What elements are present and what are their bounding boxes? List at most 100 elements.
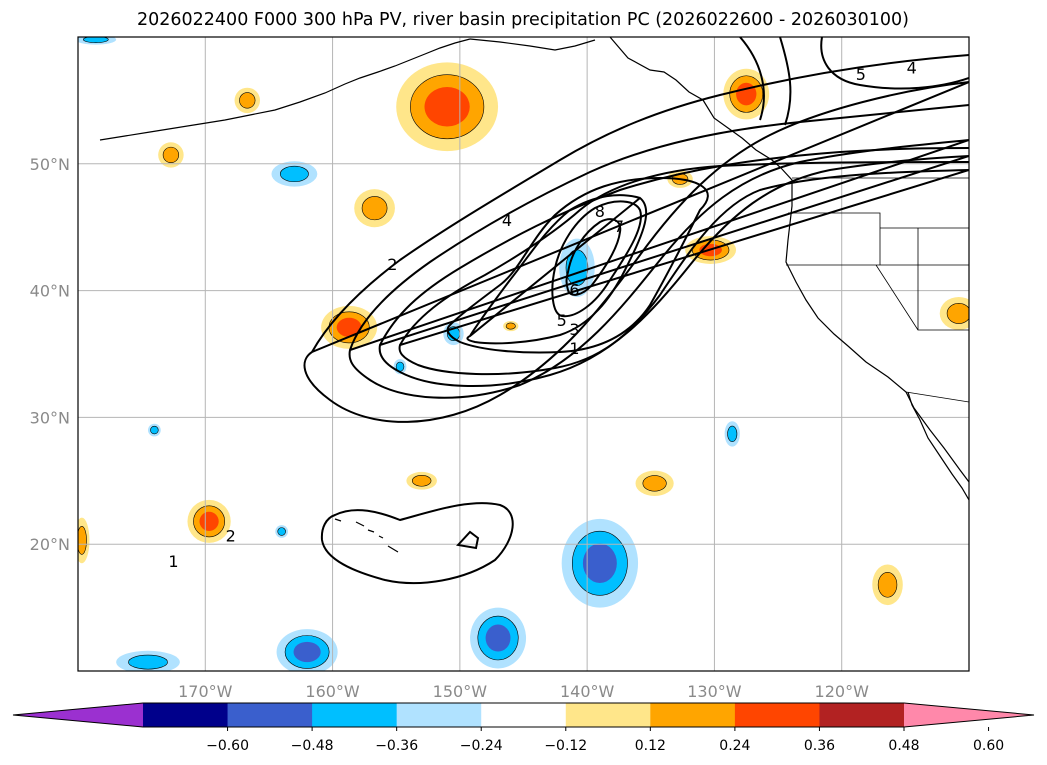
precip-pc-patch (234, 87, 261, 114)
longitude-tick-labels: 170°W 160°W 150°W 140°W 130°W 120°W (178, 682, 869, 701)
pv-contour-label: 4 (907, 59, 917, 78)
precip-pc-level (727, 425, 738, 442)
pv-contour-label: 5 (557, 311, 567, 330)
baja-coastline (907, 391, 969, 501)
aleutian-islands (99, 38, 471, 141)
precip-pc-patch (275, 525, 289, 538)
chart-title: 2026022400 F000 300 hPa PV, river basin … (137, 10, 909, 30)
colorbar-tick-label: 0.12 (635, 738, 666, 754)
precip-pc-level (642, 475, 667, 492)
pv-contour-label: 5 (856, 65, 866, 84)
pv-contour-label: 7 (614, 217, 624, 236)
colorbar-segment (565, 703, 651, 727)
hawaiian-islands (334, 518, 399, 553)
precip-pc-patch (116, 650, 180, 671)
latitude-tick-label: 40°N (30, 282, 70, 301)
gridlines (78, 37, 969, 671)
pv-contour-label: 4 (502, 211, 512, 230)
colorbar-tick-label: 0.48 (888, 738, 919, 754)
colorbar-segment (650, 703, 736, 727)
precip-pc-level (424, 87, 470, 127)
pv-contour-5-inner (446, 176, 709, 354)
pv-contour-3-jet (378, 147, 969, 388)
us-state-borders (786, 212, 969, 331)
north-america-coastline (609, 37, 969, 483)
precip-pc-level (582, 543, 617, 583)
latitude-tick-label: 20°N (30, 535, 70, 554)
precip-pc-level (82, 37, 109, 43)
precip-pc-level (361, 196, 388, 221)
precip-pc-patch (321, 305, 378, 349)
precip-pc-patch (724, 421, 740, 447)
colorbar (12, 702, 1035, 728)
precip-pc-level (277, 527, 286, 536)
precip-pc-level (239, 92, 256, 109)
latitude-tick-label: 30°N (30, 408, 70, 427)
precip-pc-level (199, 511, 219, 531)
colorbar-tick-label: −0.24 (460, 738, 503, 754)
colorbar-segment (227, 703, 313, 727)
colorbar-tick-label: 0.24 (719, 738, 750, 754)
precip-pc-level (411, 475, 432, 487)
pv-contour-label: 8 (595, 202, 605, 221)
pv-contour-2-jet (348, 104, 969, 399)
longitude-tick-label: 130°W (687, 682, 742, 701)
us-mexico-border (905, 391, 969, 403)
longitude-tick-label: 170°W (178, 682, 233, 701)
pv-contour-label: 2 (226, 527, 236, 546)
precip-pc-patch (406, 471, 437, 490)
colorbar-segment (396, 703, 482, 727)
latitude-tick-label: 50°N (30, 155, 70, 174)
longitude-tick-label: 120°W (815, 682, 870, 701)
colorbar-tick-label: −0.12 (544, 738, 587, 754)
pv-contour-label: 1 (168, 552, 178, 571)
pv-contour-hawaii-2 (456, 530, 480, 550)
colorbar-tick-label: −0.48 (291, 738, 334, 754)
colorbar-segment (312, 703, 398, 727)
colorbar-segment (481, 703, 567, 727)
precip-pc-patch (276, 629, 338, 671)
precip-pc-patch (78, 517, 90, 564)
precip-pc-patch (635, 470, 674, 497)
colorbar-tick-label: 0.36 (804, 738, 835, 754)
precip-pc-level (162, 146, 180, 164)
precip-pc-patch (470, 607, 527, 669)
pv-contour-label: 3 (569, 320, 579, 339)
precip-pc-patch (78, 37, 117, 45)
pv-contour-label: 1 (569, 339, 579, 358)
precip-pc-patch (723, 68, 770, 120)
precip-pc-patch (158, 142, 184, 168)
map-background (78, 37, 969, 671)
colorbar-segment (734, 703, 820, 727)
precip-pc-level (128, 654, 168, 670)
pv-contour-6-inner (466, 194, 648, 345)
colorbar-tick-label: 0.60 (973, 738, 1004, 754)
precip-pc-level (505, 322, 516, 330)
precip-pc-patch (354, 189, 395, 228)
precip-pc-level (877, 571, 898, 598)
precip-pc-patch (559, 238, 595, 297)
pv-contour-7-inner (551, 200, 642, 318)
colorbar-outline (12, 702, 1035, 728)
pv-contour-label: 2 (387, 255, 397, 274)
precip-pc-patch (872, 564, 903, 606)
precip-pc-patch (396, 62, 499, 152)
pv-contour-hawaii-1 (320, 502, 514, 585)
longitude-tick-label: 140°W (560, 682, 615, 701)
precip-pc-patch (503, 321, 519, 332)
precip-pc-patch (939, 296, 969, 330)
pv-contour-upper-right (739, 37, 969, 126)
longitude-tick-label: 150°W (433, 682, 488, 701)
colorbar-segment (143, 703, 229, 727)
precip-pc-level (293, 641, 321, 663)
coastlines (99, 37, 969, 553)
gulf-of-alaska-coast (469, 38, 596, 51)
pv-contour-8-inner (565, 218, 622, 296)
precip-pc-level (946, 302, 969, 324)
latitude-tick-labels: 20°N 30°N 40°N 50°N (30, 155, 70, 554)
precip-pc-patch (561, 518, 639, 608)
colorbar-extend-max (904, 703, 1034, 727)
colorbar-segment (819, 703, 905, 727)
